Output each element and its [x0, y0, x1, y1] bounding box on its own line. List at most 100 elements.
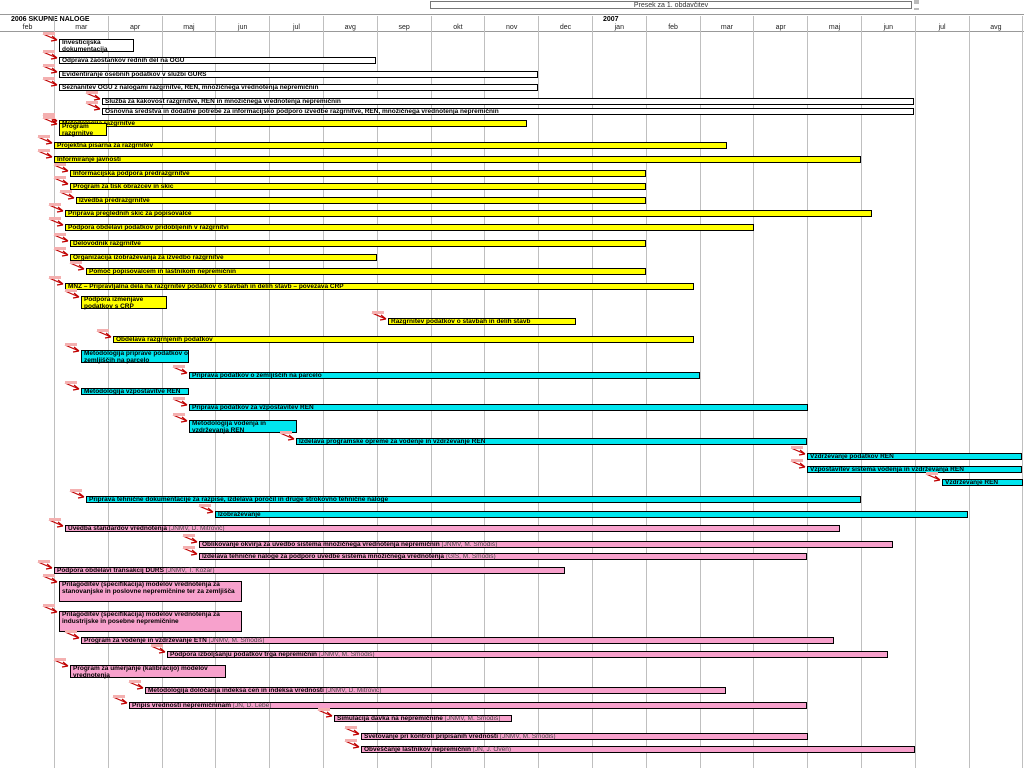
task-bar[interactable] [54, 142, 727, 149]
task-bar[interactable] [65, 525, 840, 532]
task-bar[interactable] [86, 496, 861, 503]
milestone-arrow-icon [172, 413, 188, 423]
milestone-arrow-icon [53, 658, 69, 668]
task-name: Metodologija vodenja in vzdrževanja REN [192, 420, 267, 434]
task-bar[interactable] [129, 702, 807, 709]
task-bar[interactable] [70, 254, 377, 261]
task-label: Vzdrževanje podatkov REN [810, 453, 894, 460]
task-label: Program za vodenje in vzdrževanje ETN (J… [84, 637, 264, 644]
task-name: Obdelava razgrnjenih podatkov [116, 336, 213, 343]
task-label: Evidentiranje osebnih podatkov v službi … [62, 71, 206, 78]
milestone-arrow-icon [182, 534, 198, 544]
milestone-arrow-icon [42, 64, 58, 74]
task-name: MNZ – Pripravljalna dela na razgrnitev p… [68, 283, 344, 290]
task-bar[interactable] [59, 123, 107, 136]
task-bar[interactable] [334, 715, 512, 722]
task-label: Izdelava tehnične naloge za podporo uved… [202, 553, 496, 560]
task-name: Priprava podatkov za vzpostavitev REN [192, 404, 314, 411]
task-bar[interactable] [59, 71, 538, 78]
month-grid-line [969, 16, 970, 768]
task-name: Vzdrževanje podatkov REN [810, 453, 894, 460]
milestone-arrow-icon [69, 261, 85, 271]
header-rule-bottom [0, 31, 1024, 32]
task-bar[interactable] [76, 197, 646, 204]
task-name: Služba za kakovost razgrnitve, REN in mn… [105, 98, 341, 105]
task-bar[interactable] [65, 224, 754, 231]
task-bar[interactable] [807, 453, 1022, 460]
task-label: Prilagoditev (specifikacija) modelov vre… [62, 581, 241, 595]
task-label: Podpora izboljšanju podatkov trga neprem… [170, 651, 375, 658]
task-bar[interactable] [54, 567, 565, 574]
task-bar[interactable] [807, 466, 1022, 473]
month-label: mar [720, 24, 733, 31]
milestone-arrow-icon [172, 365, 188, 375]
month-grid-line [700, 16, 701, 768]
scroll-marker-bottom[interactable] [914, 8, 919, 10]
task-bar[interactable] [102, 108, 914, 115]
milestone-arrow-icon [790, 459, 806, 469]
task-bar[interactable] [59, 84, 538, 91]
task-label: Oblikovanje okvirja za uvedbo sistema mn… [202, 541, 497, 548]
month-label: avg [344, 24, 356, 31]
task-bar[interactable] [81, 388, 189, 395]
task-label: Seznanitev OGU z nalogami razgrnitve, RE… [62, 84, 318, 91]
task-label: Izvedba predrazgrnitve [79, 197, 150, 204]
task-bar[interactable] [59, 611, 242, 632]
milestone-arrow-icon [64, 630, 80, 640]
header-rule-top [0, 14, 1024, 15]
task-name: Investicijska dokumentacija [62, 39, 108, 53]
task-bar[interactable] [81, 350, 189, 363]
task-bar[interactable] [70, 665, 226, 678]
task-bar[interactable] [70, 183, 646, 190]
milestone-arrow-icon [37, 135, 53, 145]
task-bar[interactable] [388, 318, 576, 325]
task-name: Pomoč popisovalcem in lastnikom nepremič… [89, 268, 237, 275]
task-bar[interactable] [189, 404, 808, 411]
task-bar[interactable] [199, 553, 807, 560]
task-label: Program za tisk obrazcev in skic [73, 183, 173, 190]
task-bar[interactable] [296, 438, 807, 445]
task-bar[interactable] [167, 651, 888, 658]
scroll-marker-top[interactable] [914, 0, 919, 4]
milestone-arrow-icon [128, 680, 144, 690]
task-bar[interactable] [199, 541, 893, 548]
task-bar[interactable] [59, 39, 134, 52]
task-bar[interactable] [361, 733, 808, 740]
task-bar[interactable] [59, 57, 376, 64]
task-bar[interactable] [70, 240, 646, 247]
month-label: jul [938, 24, 946, 31]
milestone-arrow-icon [96, 329, 112, 339]
task-name: Priprava podatkov o zemljiščih na parcel… [192, 372, 322, 379]
task-label: Obdelava razgrnjenih podatkov [116, 336, 213, 343]
task-bar[interactable] [59, 581, 242, 602]
task-bar[interactable] [65, 210, 872, 217]
task-bar[interactable] [81, 296, 167, 309]
task-bar[interactable] [70, 170, 646, 177]
task-name: Program za vodenje in vzdrževanje ETN [84, 637, 207, 644]
task-bar[interactable] [65, 283, 694, 290]
task-bar[interactable] [113, 336, 694, 343]
task-name: Izdelava programske opreme za vodenje in… [299, 438, 486, 445]
task-bar[interactable] [81, 637, 834, 644]
task-owner: (JN, J. Oven) [470, 746, 512, 753]
milestone-arrow-icon [198, 504, 214, 514]
task-bar[interactable] [86, 268, 646, 275]
task-bar[interactable] [145, 687, 726, 694]
task-name: Podpora izmenjave podatkov s CRP [84, 296, 144, 310]
month-label: feb [668, 24, 678, 31]
month-label: feb [22, 24, 33, 31]
task-bar[interactable] [54, 156, 861, 163]
task-bar[interactable] [361, 746, 915, 753]
month-grid-line [538, 16, 539, 768]
task-bar[interactable] [189, 372, 700, 379]
task-bar[interactable] [215, 511, 968, 518]
task-label: Program za umerjanje (kalibracijo) model… [73, 665, 225, 679]
month-grid-line [807, 16, 808, 768]
task-bar[interactable] [189, 420, 297, 433]
month-label: apr [130, 24, 141, 31]
task-name: Izvedba predrazgrnitve [79, 197, 150, 204]
task-bar[interactable] [102, 98, 914, 105]
task-bar[interactable] [942, 479, 1023, 486]
task-label: Priprava podatkov za vzpostavitev REN [192, 404, 314, 411]
milestone-arrow-icon [42, 50, 58, 60]
